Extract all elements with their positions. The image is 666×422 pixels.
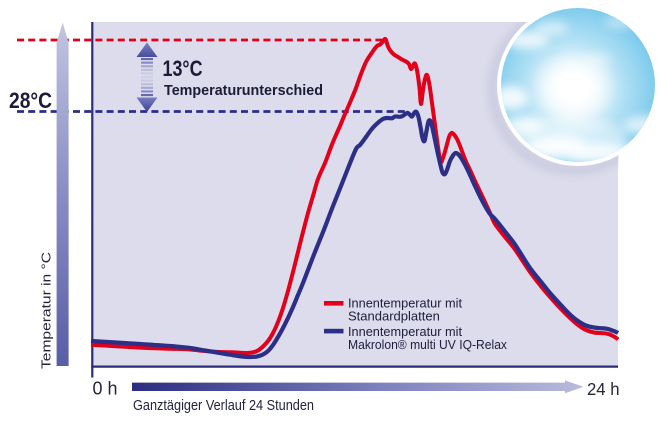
svg-text:Makrolon® multi UV IQ-Relax: Makrolon® multi UV IQ-Relax bbox=[348, 337, 507, 352]
svg-text:Innentemperatur mit: Innentemperatur mit bbox=[348, 296, 462, 311]
svg-text:13°C: 13°C bbox=[163, 56, 203, 81]
svg-text:Ganztägiger Verlauf 24 Stunden: Ganztägiger Verlauf 24 Stunden bbox=[133, 398, 314, 414]
svg-text:Standardplatten: Standardplatten bbox=[348, 309, 440, 324]
svg-text:0 h: 0 h bbox=[93, 379, 118, 399]
svg-text:28°C: 28°C bbox=[9, 88, 52, 113]
svg-text:24 h: 24 h bbox=[587, 379, 620, 399]
svg-text:Innentemperatur mit: Innentemperatur mit bbox=[348, 324, 462, 339]
svg-text:Temperatur in °C: Temperatur in °C bbox=[40, 252, 54, 369]
svg-text:Temperaturunterschied: Temperaturunterschied bbox=[164, 82, 323, 99]
